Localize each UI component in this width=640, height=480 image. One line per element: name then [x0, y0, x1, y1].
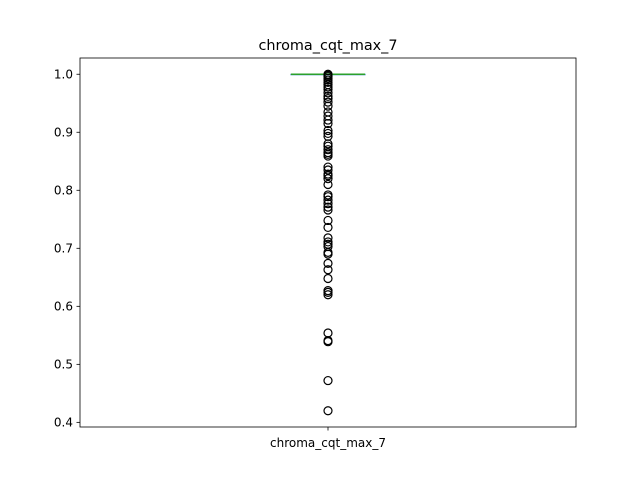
outlier-point — [323, 241, 333, 252]
outlier-point — [323, 69, 333, 79]
outlier-point — [323, 97, 333, 107]
outlier-point — [323, 406, 333, 416]
outlier-point — [323, 162, 333, 172]
outlier-point — [323, 179, 333, 190]
outlier-point — [323, 328, 333, 338]
outlier-point — [323, 233, 333, 243]
x-tick-label: chroma_cqt_max_7 — [270, 436, 386, 450]
outlier-point — [323, 147, 333, 158]
y-tick-label: 0.5 — [54, 358, 73, 372]
outlier-point — [323, 237, 333, 247]
outlier-point — [323, 107, 333, 117]
outlier-point — [323, 82, 333, 92]
outlier-point — [323, 94, 333, 104]
y-tick-label: 0.7 — [54, 242, 73, 256]
outlier-point — [323, 239, 333, 249]
x-axis-ticks: chroma_cqt_max_7 — [270, 427, 386, 450]
chart-title: chroma_cqt_max_7 — [258, 38, 397, 54]
outlier-point — [323, 190, 333, 200]
outlier-point — [323, 202, 333, 212]
outlier-point — [323, 375, 333, 386]
outlier-point — [323, 111, 333, 121]
outlier-point — [323, 145, 333, 155]
y-tick-label: 0.9 — [54, 126, 73, 140]
y-tick-label: 0.4 — [54, 416, 73, 430]
y-tick-label: 0.6 — [54, 300, 73, 314]
outlier-point — [323, 125, 333, 136]
outlier-point — [323, 174, 333, 184]
outlier-point — [323, 169, 333, 179]
outlier-point — [323, 195, 333, 205]
outlier-point — [323, 91, 333, 101]
outlier-point — [323, 131, 333, 141]
outlier-point — [323, 222, 333, 233]
outlier-point — [323, 265, 333, 275]
outlier-point — [323, 215, 333, 226]
outlier-point — [323, 165, 333, 175]
outlier-point — [323, 84, 333, 94]
outlier-point — [323, 141, 333, 151]
y-axis-ticks: 0.4 0.5 0.6 0.7 0.8 0.9 1.0 — [54, 68, 80, 430]
outlier-point — [323, 199, 333, 209]
outlier-point — [323, 258, 333, 268]
outlier-point — [323, 273, 333, 284]
outlier-point — [323, 205, 333, 215]
plot-area — [290, 69, 366, 416]
outlier-point — [323, 290, 333, 300]
outlier-point — [323, 128, 333, 139]
outlier-point — [323, 286, 333, 296]
y-tick-label: 0.8 — [54, 184, 73, 198]
y-tick-label: 1.0 — [54, 68, 73, 82]
